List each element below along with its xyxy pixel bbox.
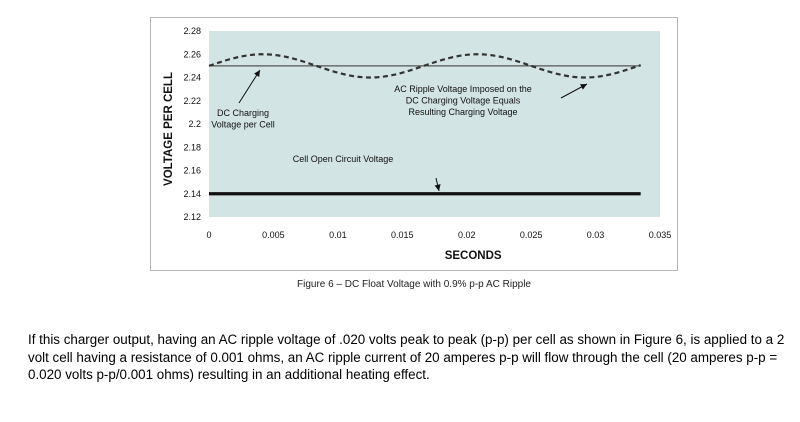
x-tick-label: 0.01: [329, 230, 347, 240]
y-tick-label: 2.14: [183, 189, 201, 199]
y-tick-label: 2.16: [183, 166, 201, 176]
y-tick-label: 2.26: [183, 49, 201, 59]
annotation-line: DC Charging: [217, 108, 269, 118]
x-tick-label: 0.015: [391, 230, 414, 240]
x-tick-label: 0.005: [262, 230, 285, 240]
ac-ripple-line: [208, 53, 642, 79]
figure-caption: Figure 6 – DC Float Voltage with 0.9% p-…: [296, 279, 531, 290]
annotation-line: Cell Open Circuit Voltage: [293, 154, 394, 164]
annotation-line: AC Ripple Voltage Imposed on the: [394, 84, 532, 94]
annotation-oc: Cell Open Circuit Voltage: [293, 154, 394, 164]
y-tick-label: 2.12: [183, 212, 201, 222]
y-tick-label: 2.22: [183, 96, 201, 106]
dc-arrow: [238, 69, 261, 104]
x-tick-label: 0: [206, 230, 211, 240]
y-tick-label: 2.24: [183, 73, 201, 83]
annotation-dc: DC Charging Voltage per Cell: [211, 108, 275, 130]
y-tick-label: 2.2: [188, 119, 201, 129]
annotation-line: Resulting Charging Voltage: [408, 107, 517, 117]
x-tick-label: 0.02: [458, 230, 476, 240]
y-axis-label: VOLTAGE PER CELL: [163, 72, 175, 186]
y-tick-label: 2.18: [183, 142, 201, 152]
body-paragraph: If this charger output, having an AC rip…: [28, 332, 785, 382]
x-tick-label: 0.03: [587, 230, 605, 240]
dc-arrow-head: [254, 70, 260, 77]
plot-area: [209, 31, 660, 217]
x-tick-label: 0.035: [649, 230, 672, 240]
x-tick-label: 0.025: [520, 230, 543, 240]
annotation-ac: AC Ripple Voltage Imposed on the DC Charg…: [394, 84, 532, 117]
oc-arrow-head: [434, 184, 441, 191]
x-axis-label: SECONDS: [445, 250, 502, 262]
annotation-line: Voltage per Cell: [211, 120, 275, 130]
annotation-line: DC Charging Voltage Equals: [406, 96, 521, 106]
chart: 2.28 2.26 2.24 2.22 2.2 2.18 2.16 2.14 2.12 0 0.00…: [163, 26, 672, 262]
y-tick-label: 2.28: [183, 26, 201, 36]
ac-arrow-head: [580, 84, 587, 90]
figure-frame: 2.28 2.26 2.24 2.22 2.2 2.18 2.16 2.14 2.12 0 0.00…: [150, 17, 678, 271]
